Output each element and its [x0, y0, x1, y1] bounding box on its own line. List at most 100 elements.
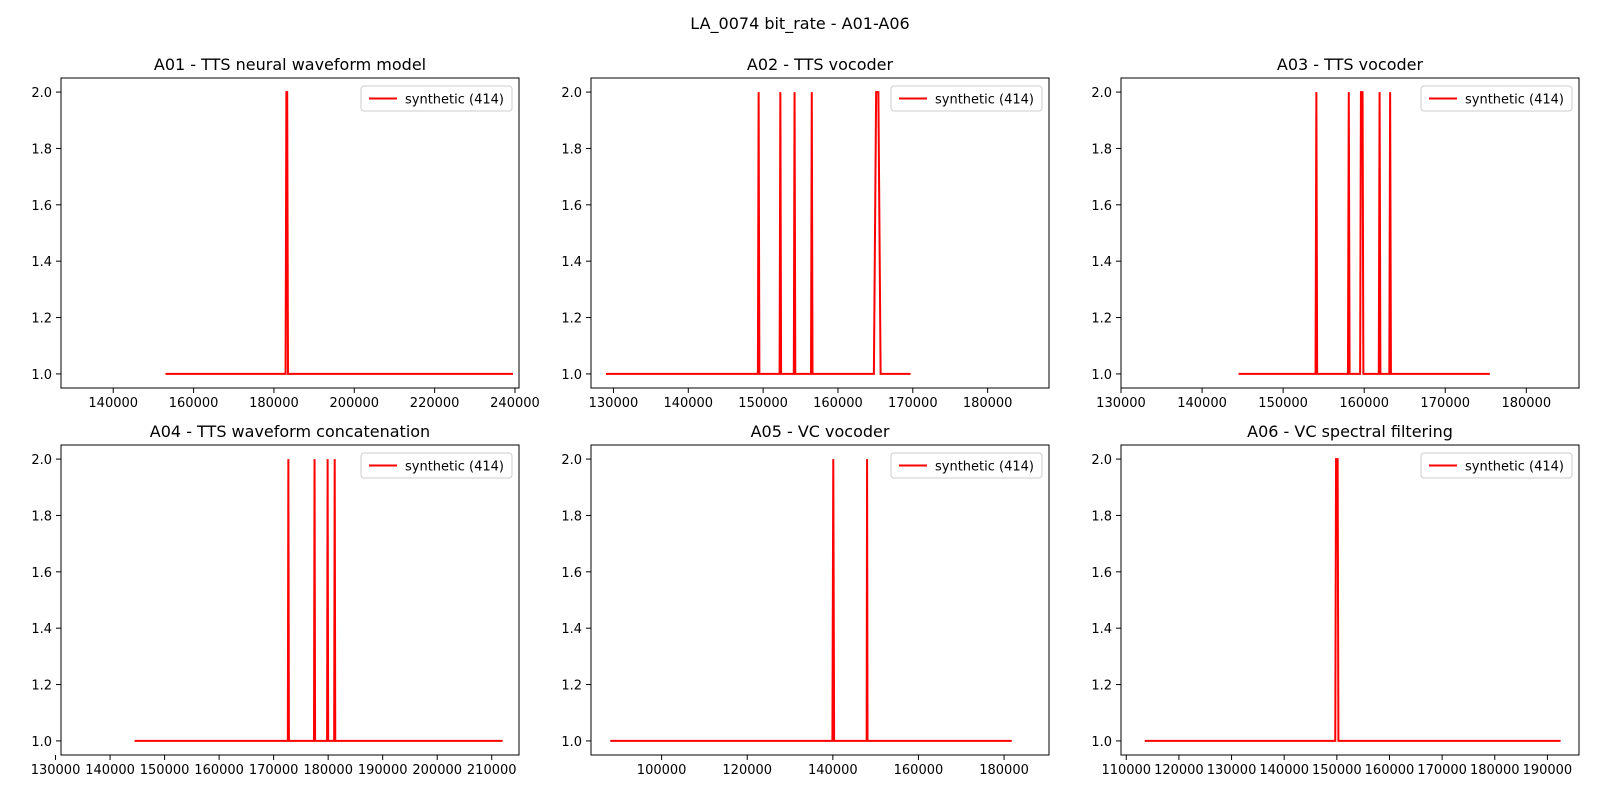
y-tick-label: 1.6: [1091, 199, 1112, 214]
series-line: [1144, 458, 1561, 742]
x-tick-label: 130000: [31, 763, 81, 778]
y-tick-label: 1.8: [31, 142, 52, 157]
y-tick-label: 2.0: [1091, 453, 1112, 468]
x-tick-label: 240000: [490, 396, 540, 411]
legend: synthetic (414): [360, 85, 513, 112]
series-line: [165, 91, 513, 375]
y-tick-label: 1.0: [31, 368, 52, 383]
y-tick-label: 2.0: [561, 86, 582, 101]
subplot-4: A04 - TTS waveform concatenation 1.0 1.2 1.…: [31, 422, 520, 778]
axes-frame: [1120, 444, 1580, 756]
y-tick-label: 1.8: [1091, 509, 1112, 524]
y-tick-label: 1.8: [1091, 142, 1112, 157]
y-tick-label: 1.0: [31, 735, 52, 750]
legend-box: [890, 85, 1043, 112]
x-tick-label: 120000: [722, 763, 772, 778]
subplot-title: A02 - TTS vocoder: [747, 55, 894, 74]
axes-frame: [590, 77, 1050, 389]
subplot-title: A05 - VC vocoder: [751, 422, 890, 441]
x-tick-label: 160000: [169, 396, 219, 411]
subplot-grid: A01 - TTS neural waveform model 1.0 1.2 1.4…: [31, 55, 1580, 778]
x-tick-label: 150000: [738, 396, 788, 411]
legend-box: [1420, 85, 1573, 112]
y-tick-label: 1.4: [31, 255, 52, 270]
series-line: [1238, 91, 1490, 375]
x-tick-label: 130000: [1207, 763, 1257, 778]
legend-label: synthetic (414): [1465, 93, 1564, 108]
x-tick-label: 160000: [1339, 396, 1389, 411]
legend-box: [360, 452, 513, 479]
legend: synthetic (414): [1420, 85, 1573, 112]
x-tick-label: 180000: [303, 763, 353, 778]
y-tick-label: 1.0: [1091, 735, 1112, 750]
y-tick-label: 1.2: [31, 679, 52, 694]
x-tick-label: 180000: [1470, 763, 1520, 778]
y-tick-label: 1.4: [31, 622, 52, 637]
y-tick-label: 2.0: [1091, 86, 1112, 101]
y-tick-label: 1.2: [1091, 312, 1112, 327]
y-tick-label: 1.8: [31, 509, 52, 524]
x-tick-label: 160000: [894, 763, 944, 778]
axes-frame: [590, 444, 1050, 756]
y-tick-label: 1.0: [1091, 368, 1112, 383]
legend: synthetic (414): [890, 452, 1043, 479]
y-tick-label: 1.0: [561, 368, 582, 383]
y-tick-label: 1.4: [1091, 255, 1112, 270]
subplot-title: A01 - TTS neural waveform model: [154, 55, 426, 74]
subplot-title: A06 - VC spectral filtering: [1247, 422, 1453, 441]
axes-frame: [60, 444, 520, 756]
y-tick-label: 1.4: [1091, 622, 1112, 637]
y-tick-label: 1.6: [561, 199, 582, 214]
y-tick-label: 2.0: [561, 453, 582, 468]
legend-label: synthetic (414): [1465, 460, 1564, 475]
x-tick-label: 140000: [85, 763, 135, 778]
y-tick-label: 2.0: [31, 453, 52, 468]
legend-box: [1420, 452, 1573, 479]
x-tick-label: 160000: [813, 396, 863, 411]
y-tick-label: 1.4: [561, 255, 582, 270]
y-tick-label: 1.6: [31, 566, 52, 581]
legend-box: [890, 452, 1043, 479]
x-tick-label: 120000: [1154, 763, 1204, 778]
x-tick-label: 130000: [1096, 396, 1146, 411]
x-tick-label: 180000: [1501, 396, 1551, 411]
legend: synthetic (414): [360, 452, 513, 479]
subplot-title: A04 - TTS waveform concatenation: [150, 422, 430, 441]
y-tick-label: 1.6: [31, 199, 52, 214]
x-tick-label: 190000: [358, 763, 408, 778]
series-line: [605, 91, 911, 375]
legend-label: synthetic (414): [405, 93, 504, 108]
x-tick-label: 170000: [1417, 763, 1467, 778]
x-tick-label: 110000: [1101, 763, 1151, 778]
figure-title: LA_0074 bit_rate - A01-A06: [690, 14, 909, 34]
y-tick-label: 1.8: [561, 142, 582, 157]
y-tick-label: 1.2: [31, 312, 52, 327]
legend-box: [360, 85, 513, 112]
x-tick-label: 150000: [140, 763, 190, 778]
x-tick-label: 220000: [410, 396, 460, 411]
x-tick-label: 140000: [808, 763, 858, 778]
x-tick-label: 180000: [249, 396, 299, 411]
x-tick-label: 150000: [1312, 763, 1362, 778]
series-line: [134, 459, 503, 742]
subplot-6: A06 - VC spectral filtering 1.0 1.2 1.4 1.6 1…: [1091, 422, 1580, 778]
axes-frame: [1120, 77, 1580, 389]
series-line: [610, 459, 1012, 742]
subplot-3: A03 - TTS vocoder 1.0 1.2 1.4 1.6 1.8 2.0 13000…: [1091, 55, 1580, 411]
y-tick-label: 1.2: [561, 312, 582, 327]
x-tick-label: 150000: [1258, 396, 1308, 411]
y-tick-label: 1.2: [561, 679, 582, 694]
subplot-title: A03 - TTS vocoder: [1277, 55, 1424, 74]
x-tick-label: 170000: [1420, 396, 1470, 411]
subplot-2: A02 - TTS vocoder 1.0 1.2 1.4 1.6 1.8 2.0 13000…: [561, 55, 1050, 411]
y-tick-label: 1.6: [561, 566, 582, 581]
x-tick-label: 140000: [88, 396, 138, 411]
y-tick-label: 1.4: [561, 622, 582, 637]
subplot-1: A01 - TTS neural waveform model 1.0 1.2 1.4…: [31, 55, 539, 411]
subplot-5: A05 - VC vocoder 1.0 1.2 1.4 1.6 1.8 2.0 100000…: [561, 422, 1050, 778]
axes-frame: [60, 77, 520, 389]
x-tick-label: 140000: [1177, 396, 1227, 411]
x-tick-label: 130000: [589, 396, 639, 411]
legend: synthetic (414): [890, 85, 1043, 112]
